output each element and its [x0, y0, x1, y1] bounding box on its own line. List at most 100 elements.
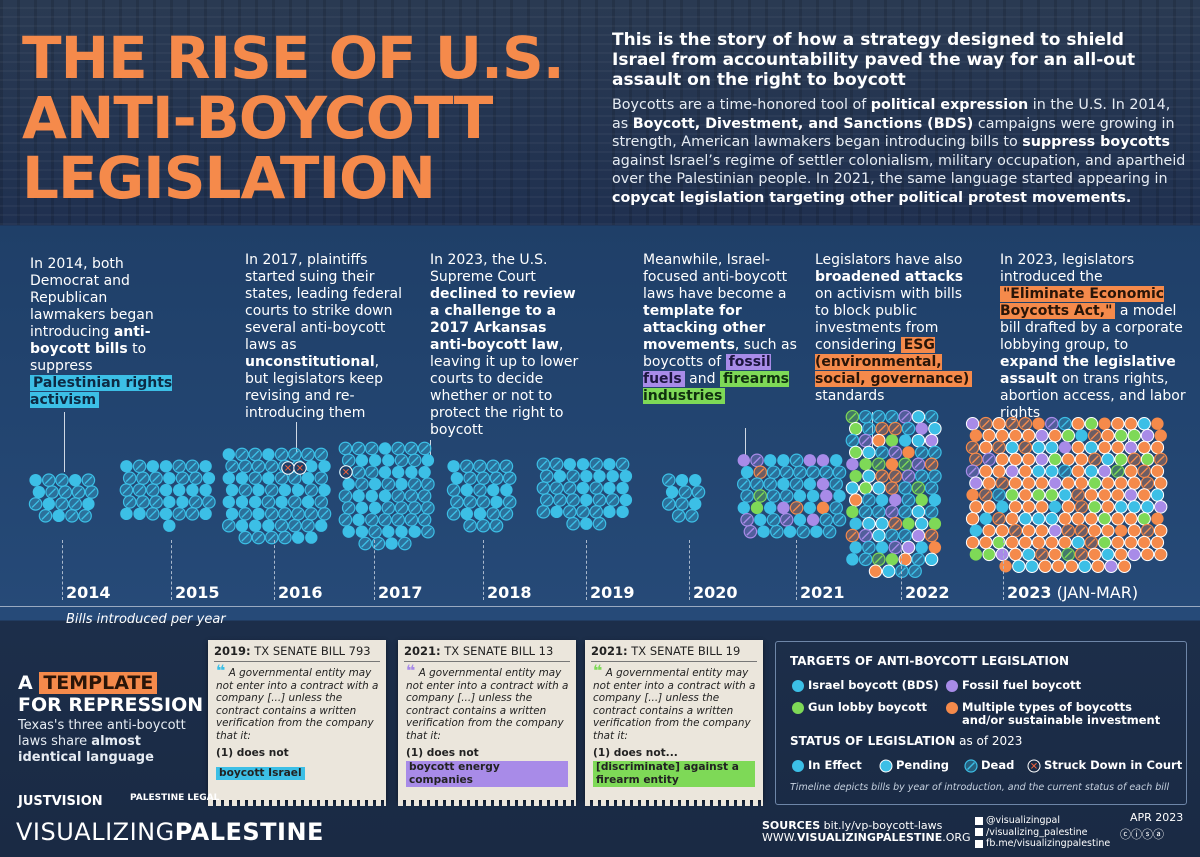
dead-hatch: [878, 472, 887, 481]
card-condition: (1) does not: [406, 746, 479, 759]
bill-card: 2019: TX SENATE BILL 793 ❝ A governmenta…: [208, 640, 386, 806]
bill-dot: [52, 509, 65, 523]
in-effect-swatch: [792, 760, 804, 772]
page-title: THE RISE OF U.S. ANTI-BOYCOTT LEGISLATIO…: [22, 28, 612, 208]
dead-hatch: [914, 484, 923, 493]
bill-dot: [225, 507, 239, 521]
social-facebook[interactable]: fb.me/visualizingpalestine: [986, 838, 1111, 849]
dead-hatch: [1047, 419, 1056, 428]
dead-hatch: [542, 495, 551, 504]
dead-hatch: [489, 462, 498, 471]
dead-hatch: [354, 468, 363, 477]
card-rule: [404, 661, 570, 662]
leader-line: [64, 412, 65, 472]
bill-dot: [995, 547, 1009, 562]
annotation-text: on activism with bills to block public i…: [815, 286, 963, 353]
dead-hatch: [901, 484, 910, 493]
dead-hatch: [61, 488, 70, 497]
dead-hatch: [148, 509, 157, 518]
bill-dot: [291, 531, 305, 544]
legend-gun: Gun lobby boycott: [808, 700, 927, 714]
dead-hatch: [878, 448, 887, 457]
annotation-text: , but legislators keep revising and re-i…: [245, 354, 384, 421]
bill-dot: [969, 548, 983, 561]
bill-dot: [173, 483, 186, 497]
twitter-icon: [975, 816, 983, 825]
dead-hatch: [294, 509, 303, 518]
israel-swatch: [792, 680, 804, 692]
template-subtitle: Texas's three anti-boycott laws share al…: [18, 718, 208, 766]
dead-hatch: [224, 521, 233, 530]
bill-dot: [275, 495, 288, 509]
bill-dot: [378, 442, 392, 455]
multi-swatch: [946, 702, 958, 714]
year-guide-line: [483, 540, 484, 600]
dead-hatch: [1061, 419, 1069, 428]
dead-hatch: [565, 484, 574, 493]
card-quote: ❝ A governmental entity may not enter in…: [208, 662, 386, 743]
dead-hatch: [264, 497, 273, 506]
dead-hatch: [911, 567, 920, 576]
site-link[interactable]: WWW.: [762, 831, 797, 844]
bill-card: 2021: TX SENATE BILL 19 ❝ A governmental…: [585, 640, 763, 806]
dead-hatch: [277, 521, 286, 530]
annotation-text: Legislators have also: [815, 252, 963, 268]
dead-hatch: [254, 462, 263, 471]
dead-hatch: [74, 488, 83, 497]
social-instagram[interactable]: /visualizing_palestine: [986, 826, 1088, 838]
social-twitter[interactable]: @visualizingpal: [986, 815, 1061, 826]
leader-line: [1128, 428, 1129, 454]
card-header: 2021: TX SENATE BILL 19: [585, 640, 763, 658]
card-torn-edge: [208, 798, 386, 806]
card-year: 2021:: [591, 644, 628, 658]
annotation-text: Meanwhile, Israel-focused anti-boycott l…: [643, 252, 788, 302]
dead-hatch: [1077, 502, 1086, 511]
dead-hatch: [410, 503, 419, 512]
bill-dot: [32, 485, 46, 499]
bill-dot: [915, 422, 928, 435]
annotation-text: In 2017, plaintiffs started suing their …: [245, 252, 402, 353]
bill-dot: [163, 519, 176, 532]
bill-dot: [899, 434, 912, 447]
bill-dot: [1091, 559, 1105, 573]
card-bill: TX SENATE BILL 13: [440, 644, 554, 658]
leader-line: [745, 428, 746, 466]
annotation-esg: Legislators have also broadened attacks …: [815, 252, 980, 405]
dead-hatch: [81, 511, 90, 520]
site-link[interactable]: .ORG: [942, 831, 971, 844]
dead-hatch: [782, 515, 791, 524]
dead-hatch: [968, 467, 977, 476]
dead-hatch: [304, 450, 312, 459]
annotation-text: , such as boycotts of: [643, 337, 797, 370]
year-label: 2018: [487, 583, 532, 602]
bill-dot: [186, 483, 199, 497]
bill-dot: [996, 500, 1009, 514]
bill-dot: [355, 501, 369, 515]
sources-link[interactable]: bit.ly/vp-boycott-laws: [820, 819, 943, 832]
dead-hatch: [552, 460, 561, 469]
dead-hatch: [420, 515, 429, 524]
bill-dot: [235, 495, 249, 509]
bill-dot: [378, 466, 392, 479]
bill-dot: [42, 497, 55, 511]
year-guide-line: [689, 540, 690, 600]
dead-hatch: [204, 497, 213, 506]
dead-hatch: [290, 497, 299, 506]
annotation-bold: broadened attacks: [815, 269, 964, 285]
annotation-bold: unconstitutional: [245, 354, 375, 370]
dead-hatch: [1021, 443, 1030, 452]
bill-dot: [342, 525, 355, 538]
dead-hatch: [317, 450, 326, 459]
bill-dot: [616, 481, 629, 495]
site-link-bold[interactable]: VISUALIZINGPALESTINE: [796, 831, 943, 844]
bill-dot: [580, 469, 593, 483]
dead-hatch: [466, 497, 475, 506]
bill-clusters-chart: ✕ ✕ ✕: [28, 409, 1168, 579]
annotation-text: In 2023, legislators introduced the: [1000, 252, 1135, 285]
bill-dot: [928, 541, 942, 554]
dead-hatch: [277, 450, 286, 459]
bill-dot: [816, 454, 830, 467]
bill-dot: [1048, 500, 1062, 514]
annotation-eliminate-boycotts-act: In 2023, legislators introduced the "Eli…: [1000, 252, 1188, 422]
dead-hatch: [241, 533, 250, 542]
